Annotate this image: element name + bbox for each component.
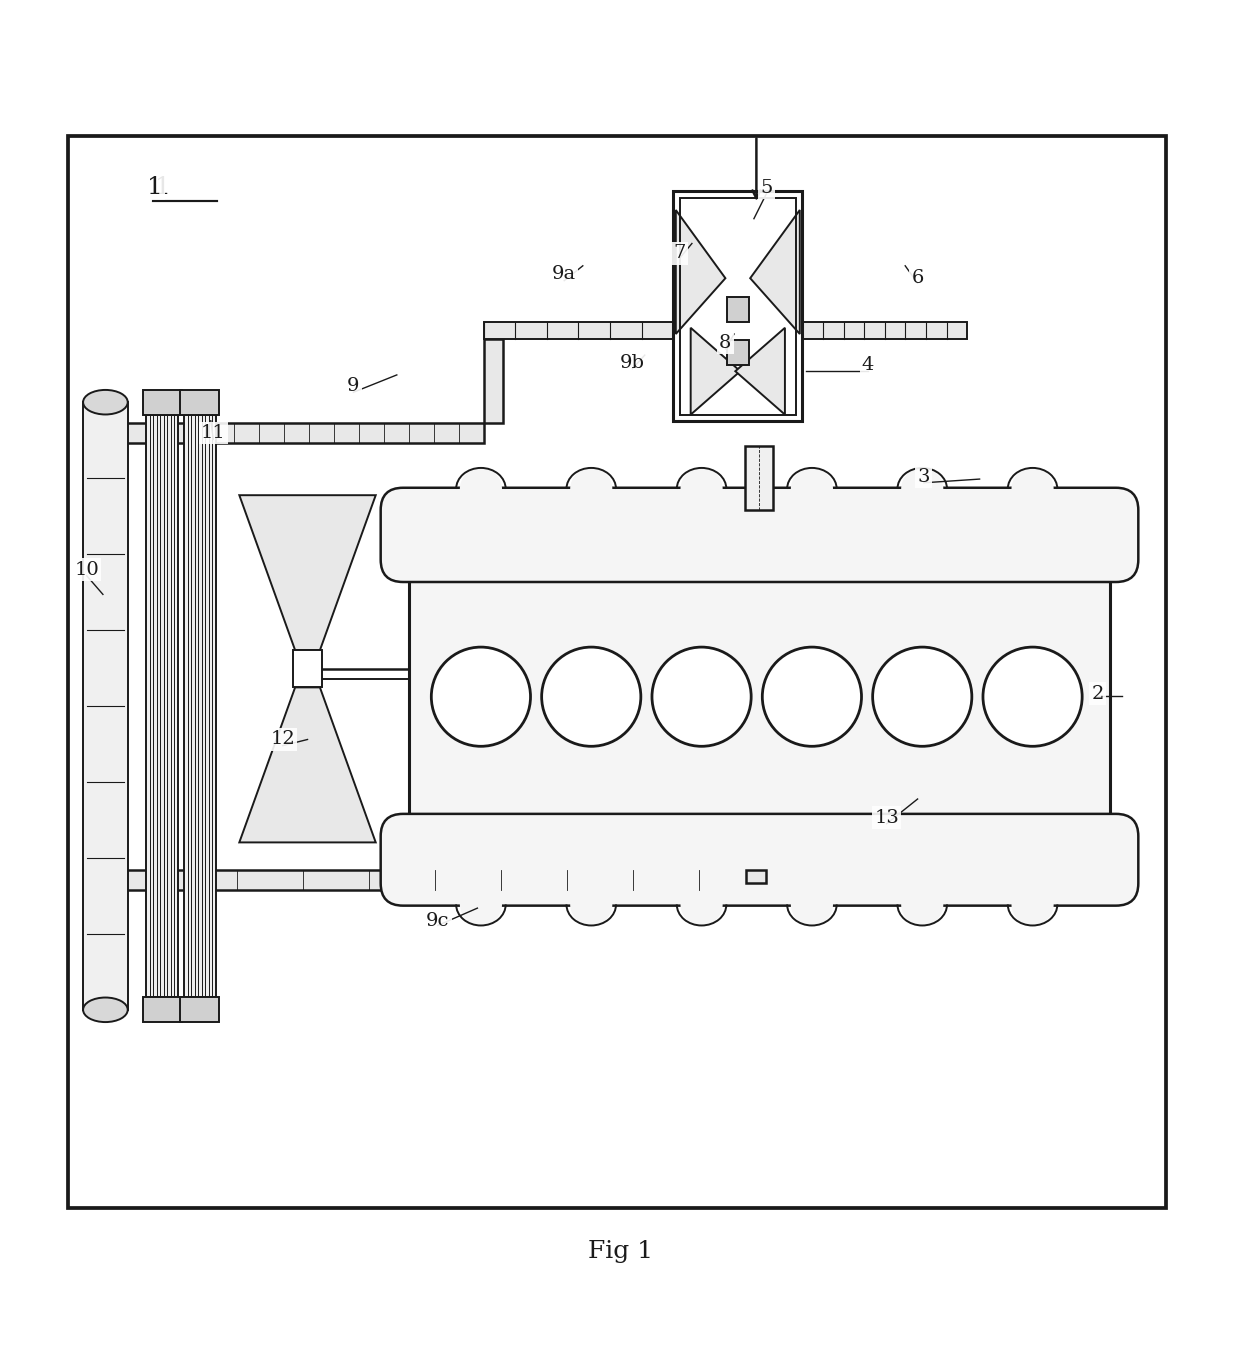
- Bar: [146, 414, 179, 998]
- Text: 3: 3: [918, 467, 930, 486]
- Circle shape: [460, 883, 502, 926]
- Circle shape: [652, 647, 751, 747]
- Bar: [91, 424, 184, 443]
- Circle shape: [763, 647, 862, 747]
- Text: 10: 10: [74, 560, 99, 579]
- Circle shape: [432, 647, 531, 747]
- Polygon shape: [239, 495, 376, 651]
- Text: 1: 1: [155, 176, 171, 198]
- Bar: [746, 869, 766, 883]
- Bar: [83, 402, 128, 1010]
- Text: 1: 1: [148, 177, 162, 200]
- Bar: [181, 998, 219, 1022]
- Bar: [484, 339, 503, 424]
- Bar: [184, 424, 484, 443]
- Bar: [745, 446, 773, 510]
- Text: 2: 2: [1091, 684, 1104, 702]
- Text: 12: 12: [270, 730, 295, 748]
- FancyBboxPatch shape: [381, 814, 1138, 906]
- Circle shape: [570, 468, 613, 510]
- Text: 4: 4: [862, 356, 874, 374]
- Circle shape: [460, 468, 502, 510]
- Circle shape: [791, 468, 833, 510]
- Circle shape: [901, 468, 944, 510]
- Ellipse shape: [83, 998, 128, 1022]
- FancyBboxPatch shape: [381, 487, 1138, 582]
- Polygon shape: [676, 211, 725, 333]
- Circle shape: [901, 883, 944, 926]
- Circle shape: [1012, 468, 1054, 510]
- Text: 13: 13: [874, 809, 899, 826]
- Circle shape: [681, 883, 723, 926]
- Text: 9b: 9b: [620, 354, 645, 371]
- Bar: [293, 651, 322, 687]
- Ellipse shape: [83, 390, 128, 414]
- Polygon shape: [239, 687, 376, 842]
- Bar: [409, 558, 1110, 836]
- Text: 5: 5: [760, 178, 773, 197]
- Bar: [68, 135, 1166, 1208]
- Bar: [105, 869, 765, 890]
- Circle shape: [542, 647, 641, 747]
- Bar: [802, 321, 967, 339]
- Circle shape: [791, 883, 833, 926]
- Text: Fig 1: Fig 1: [588, 1241, 652, 1264]
- Bar: [91, 424, 105, 880]
- Bar: [181, 390, 219, 414]
- Text: 6: 6: [911, 269, 924, 288]
- Text: 8: 8: [719, 333, 732, 352]
- Polygon shape: [750, 211, 800, 333]
- Bar: [484, 321, 673, 339]
- Bar: [143, 998, 181, 1022]
- Text: 7: 7: [673, 244, 686, 262]
- Text: 9: 9: [347, 377, 360, 396]
- Circle shape: [1012, 883, 1054, 926]
- Circle shape: [873, 647, 972, 747]
- Circle shape: [570, 883, 613, 926]
- Text: 11: 11: [201, 424, 226, 443]
- Bar: [143, 390, 181, 414]
- Circle shape: [681, 468, 723, 510]
- Polygon shape: [735, 328, 785, 414]
- Bar: [680, 197, 796, 414]
- Circle shape: [983, 647, 1083, 747]
- Bar: [673, 192, 802, 421]
- Text: 9a: 9a: [552, 266, 577, 283]
- Text: 9c: 9c: [427, 911, 449, 930]
- Bar: [184, 414, 216, 998]
- Bar: [727, 340, 749, 364]
- Bar: [727, 297, 749, 321]
- Polygon shape: [691, 328, 740, 414]
